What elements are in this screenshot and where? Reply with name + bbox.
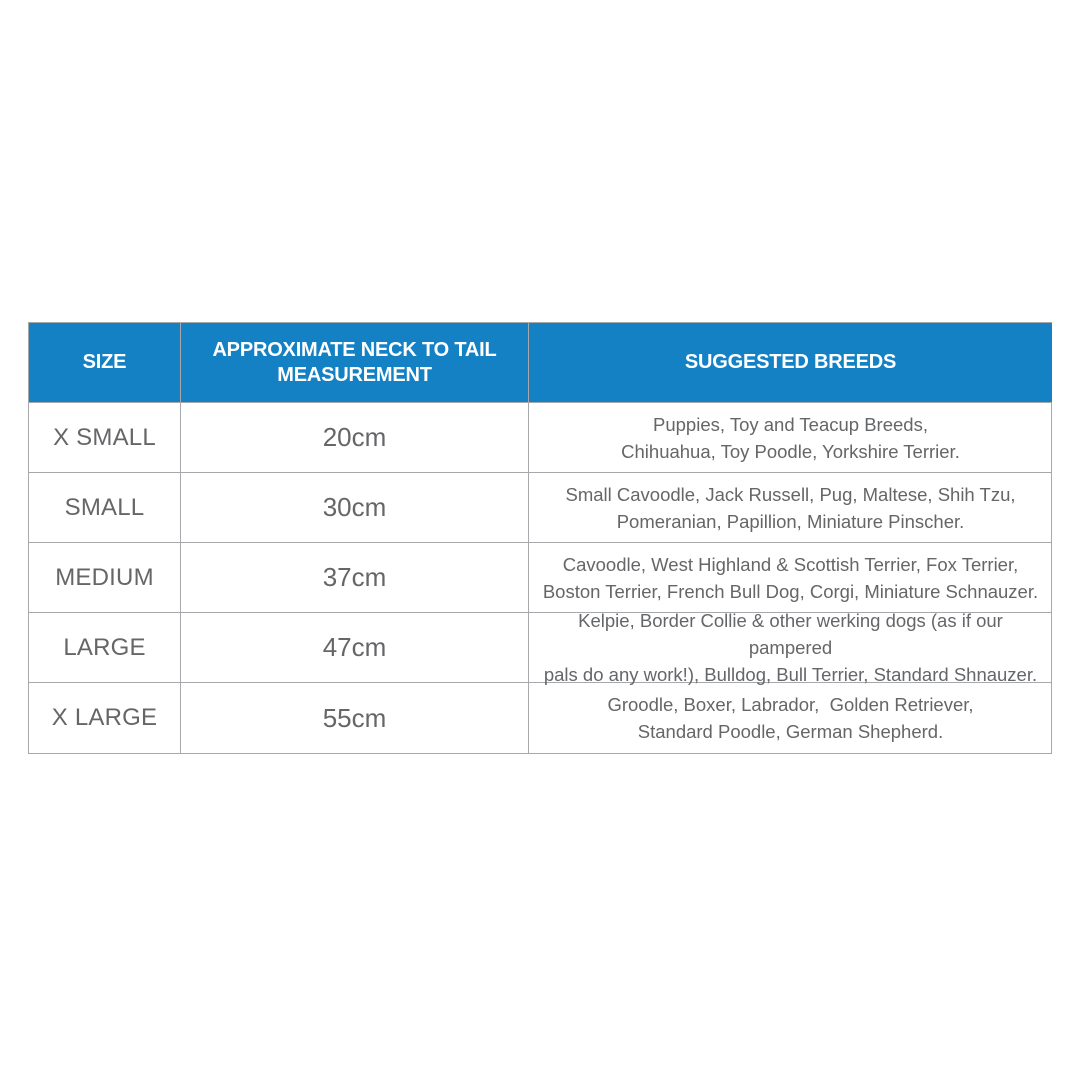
header-size-label: SIZE	[82, 351, 127, 373]
breeds-line-2: Boston Terrier, French Bull Dog, Corgi, …	[542, 580, 1039, 602]
size-cell: X SMALL	[29, 403, 181, 473]
measurement-cell: 47cm	[181, 613, 529, 683]
breeds-cell: Groodle, Boxer, Labrador, Golden Retriev…	[529, 683, 1052, 753]
table-header-row: SIZE APPROXIMATE NECK TO TAIL MEASUREMEN…	[29, 323, 1052, 403]
breeds-line-1: Groodle, Boxer, Labrador, Golden Retriev…	[607, 694, 974, 715]
breeds-line-2: pals do any work!), Bulldog, Bull Terrie…	[543, 664, 1038, 685]
breeds-line-2: Chihuahua, Toy Poodle, Yorkshire Terrier…	[621, 440, 960, 462]
table-row-small: SMALL 30cm Small Cavoodle, Jack Russell,…	[29, 473, 1052, 543]
breeds-line-1: Kelpie, Border Collie & other werking do…	[578, 610, 1008, 658]
measurement-cell: 20cm	[181, 403, 529, 473]
measurement-cell: 55cm	[181, 683, 529, 753]
breeds-cell: Small Cavoodle, Jack Russell, Pug, Malte…	[529, 473, 1052, 543]
header-cell-breeds: SUGGESTED BREEDS	[529, 323, 1052, 403]
breeds-cell: Kelpie, Border Collie & other werking do…	[529, 610, 1052, 685]
header-measurement-line-2: MEASUREMENT	[277, 363, 432, 386]
breeds-line-2: Pomeranian, Papillion, Miniature Pinsche…	[616, 510, 965, 532]
breeds-cell: Puppies, Toy and Teacup Breeds, Chihuahu…	[529, 403, 1052, 473]
size-cell: SMALL	[29, 473, 181, 543]
header-cell-measurement: APPROXIMATE NECK TO TAIL MEASUREMENT	[181, 323, 529, 403]
breeds-line-2: Standard Poodle, German Shepherd.	[637, 721, 944, 742]
table-row-x-large: X LARGE 55cm Groodle, Boxer, Labrador, G…	[29, 683, 1051, 753]
table-row-large: LARGE 47cm Kelpie, Border Collie & other…	[29, 610, 1052, 685]
size-cell: MEDIUM	[29, 543, 181, 613]
breeds-line-1: Small Cavoodle, Jack Russell, Pug, Malte…	[565, 483, 1016, 505]
header-cell-size: SIZE	[29, 323, 181, 403]
measurement-cell: 30cm	[181, 473, 529, 543]
breeds-line-1: Puppies, Toy and Teacup Breeds,	[653, 413, 928, 435]
breeds-line-1: Cavoodle, West Highland & Scottish Terri…	[562, 553, 1019, 575]
size-cell: LARGE	[29, 613, 181, 683]
size-chart-table: SIZE APPROXIMATE NECK TO TAIL MEASUREMEN…	[28, 322, 1052, 754]
header-breeds-label: SUGGESTED BREEDS	[684, 351, 897, 373]
measurement-cell: 37cm	[181, 543, 529, 613]
size-cell: X LARGE	[29, 683, 181, 753]
breeds-cell: Cavoodle, West Highland & Scottish Terri…	[529, 543, 1052, 613]
table-row-x-small: X SMALL 20cm Puppies, Toy and Teacup Bre…	[29, 403, 1052, 473]
table-row-medium: MEDIUM 37cm Cavoodle, West Highland & Sc…	[29, 543, 1052, 613]
header-measurement-line-1: APPROXIMATE NECK TO TAIL	[212, 338, 497, 361]
